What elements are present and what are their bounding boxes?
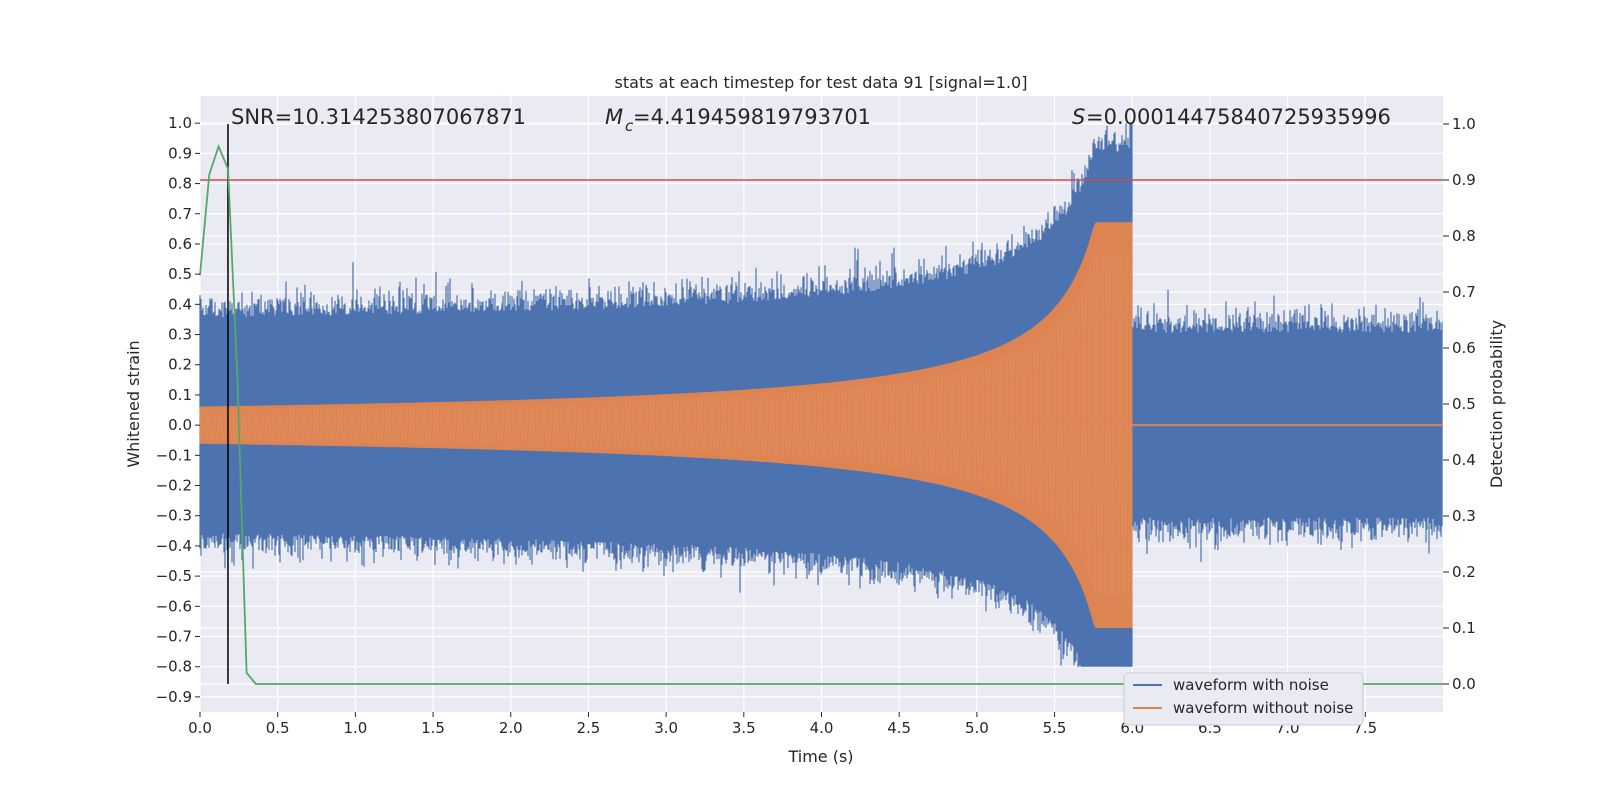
x-tick-label: 4.5 xyxy=(887,719,911,737)
y2-axis-label: Detection probability xyxy=(1487,320,1506,488)
y2-tick-label: 0.0 xyxy=(1452,675,1476,693)
x-axis-label: Time (s) xyxy=(787,747,853,766)
y2-tick-label: 0.4 xyxy=(1452,451,1476,469)
y-tick-label: 1.0 xyxy=(168,114,192,132)
y2-tick-label: 0.7 xyxy=(1452,283,1476,301)
x-tick-label: 3.0 xyxy=(654,719,678,737)
y-tick-label: 0.2 xyxy=(168,356,192,374)
chirp-mass-value: =4.419459819793701 xyxy=(633,105,871,129)
chart-title: stats at each timestep for test data 91 … xyxy=(615,73,1028,92)
detection-probability-line xyxy=(199,143,1443,685)
y-tick-label: −0.4 xyxy=(156,537,192,555)
s-annotation: S =0.00014475840725935996 xyxy=(1072,105,1391,129)
y-tick-label: 0.0 xyxy=(168,416,192,434)
x-tick-label: 1.5 xyxy=(421,719,445,737)
y-axis-label: Whitened strain xyxy=(124,340,143,467)
x-tick-label: 0.0 xyxy=(188,719,212,737)
y-tick-label: −0.1 xyxy=(156,446,192,464)
y2-tick-label: 0.5 xyxy=(1452,395,1476,413)
y2-tick-label: 1.0 xyxy=(1452,115,1476,133)
y2-axis-ticks: 1.0 0.9 0.8 0.7 0.6 0.5 0.4 0.3 0.2 0.1 0.0 xyxy=(1443,115,1476,693)
overlay-lines xyxy=(199,124,1443,685)
x-tick-label: 1.0 xyxy=(343,719,367,737)
y2-tick-label: 0.9 xyxy=(1452,171,1476,189)
y-tick-label: 0.9 xyxy=(168,144,192,162)
svg-text:c: c xyxy=(625,117,634,135)
y-tick-label: −0.6 xyxy=(156,597,192,615)
y-tick-label: 0.8 xyxy=(168,175,192,193)
y-tick-label: 0.6 xyxy=(168,235,192,253)
legend-box xyxy=(1123,672,1364,726)
chirp-mass-annotation: M c =4.419459819793701 xyxy=(605,105,871,135)
legend-label-noise: waveform with noise xyxy=(1173,676,1329,694)
x-tick-label: 3.5 xyxy=(732,719,756,737)
y-tick-label: 0.4 xyxy=(168,295,192,313)
legend-label-clean: waveform without noise xyxy=(1173,699,1353,717)
svg-text:S: S xyxy=(1072,105,1085,129)
y-tick-label: −0.9 xyxy=(156,688,192,706)
x-tick-label: 2.5 xyxy=(577,719,601,737)
y2-tick-label: 0.1 xyxy=(1452,619,1476,637)
y-tick-label: 0.3 xyxy=(168,326,192,344)
y-tick-label: −0.7 xyxy=(156,628,192,646)
y2-tick-label: 0.2 xyxy=(1452,563,1476,581)
x-tick-label: 4.0 xyxy=(810,719,834,737)
y2-tick-label: 0.3 xyxy=(1452,507,1476,525)
clean-oscillation xyxy=(199,253,1132,598)
x-tick-label: 0.5 xyxy=(266,719,290,737)
x-tick-label: 2.0 xyxy=(499,719,523,737)
y-tick-label: −0.5 xyxy=(156,567,192,585)
y-tick-label: 0.5 xyxy=(168,265,192,283)
x-tick-label: 5.0 xyxy=(965,719,989,737)
snr-annotation: SNR=10.314253807067871 xyxy=(231,105,526,129)
y-tick-label: 0.1 xyxy=(168,386,192,404)
y-tick-label: −0.2 xyxy=(156,477,192,495)
x-tick-label: 5.5 xyxy=(1043,719,1067,737)
y2-tick-label: 0.8 xyxy=(1452,227,1476,245)
legend: waveform with noise waveform without noi… xyxy=(1123,672,1364,726)
svg-text:M: M xyxy=(605,105,623,129)
y-tick-label: −0.8 xyxy=(156,658,192,676)
y-tick-label: 0.7 xyxy=(168,205,192,223)
y-tick-label: −0.3 xyxy=(156,507,192,525)
s-value: =0.00014475840725935996 xyxy=(1086,105,1391,129)
waveform-without-noise xyxy=(199,222,1443,628)
y-axis-ticks: 1.0 0.9 0.8 0.7 0.6 0.5 0.4 0.3 0.2 0.1 0.0 −0.1 −0.… xyxy=(156,114,200,706)
y2-tick-label: 0.6 xyxy=(1452,339,1476,357)
